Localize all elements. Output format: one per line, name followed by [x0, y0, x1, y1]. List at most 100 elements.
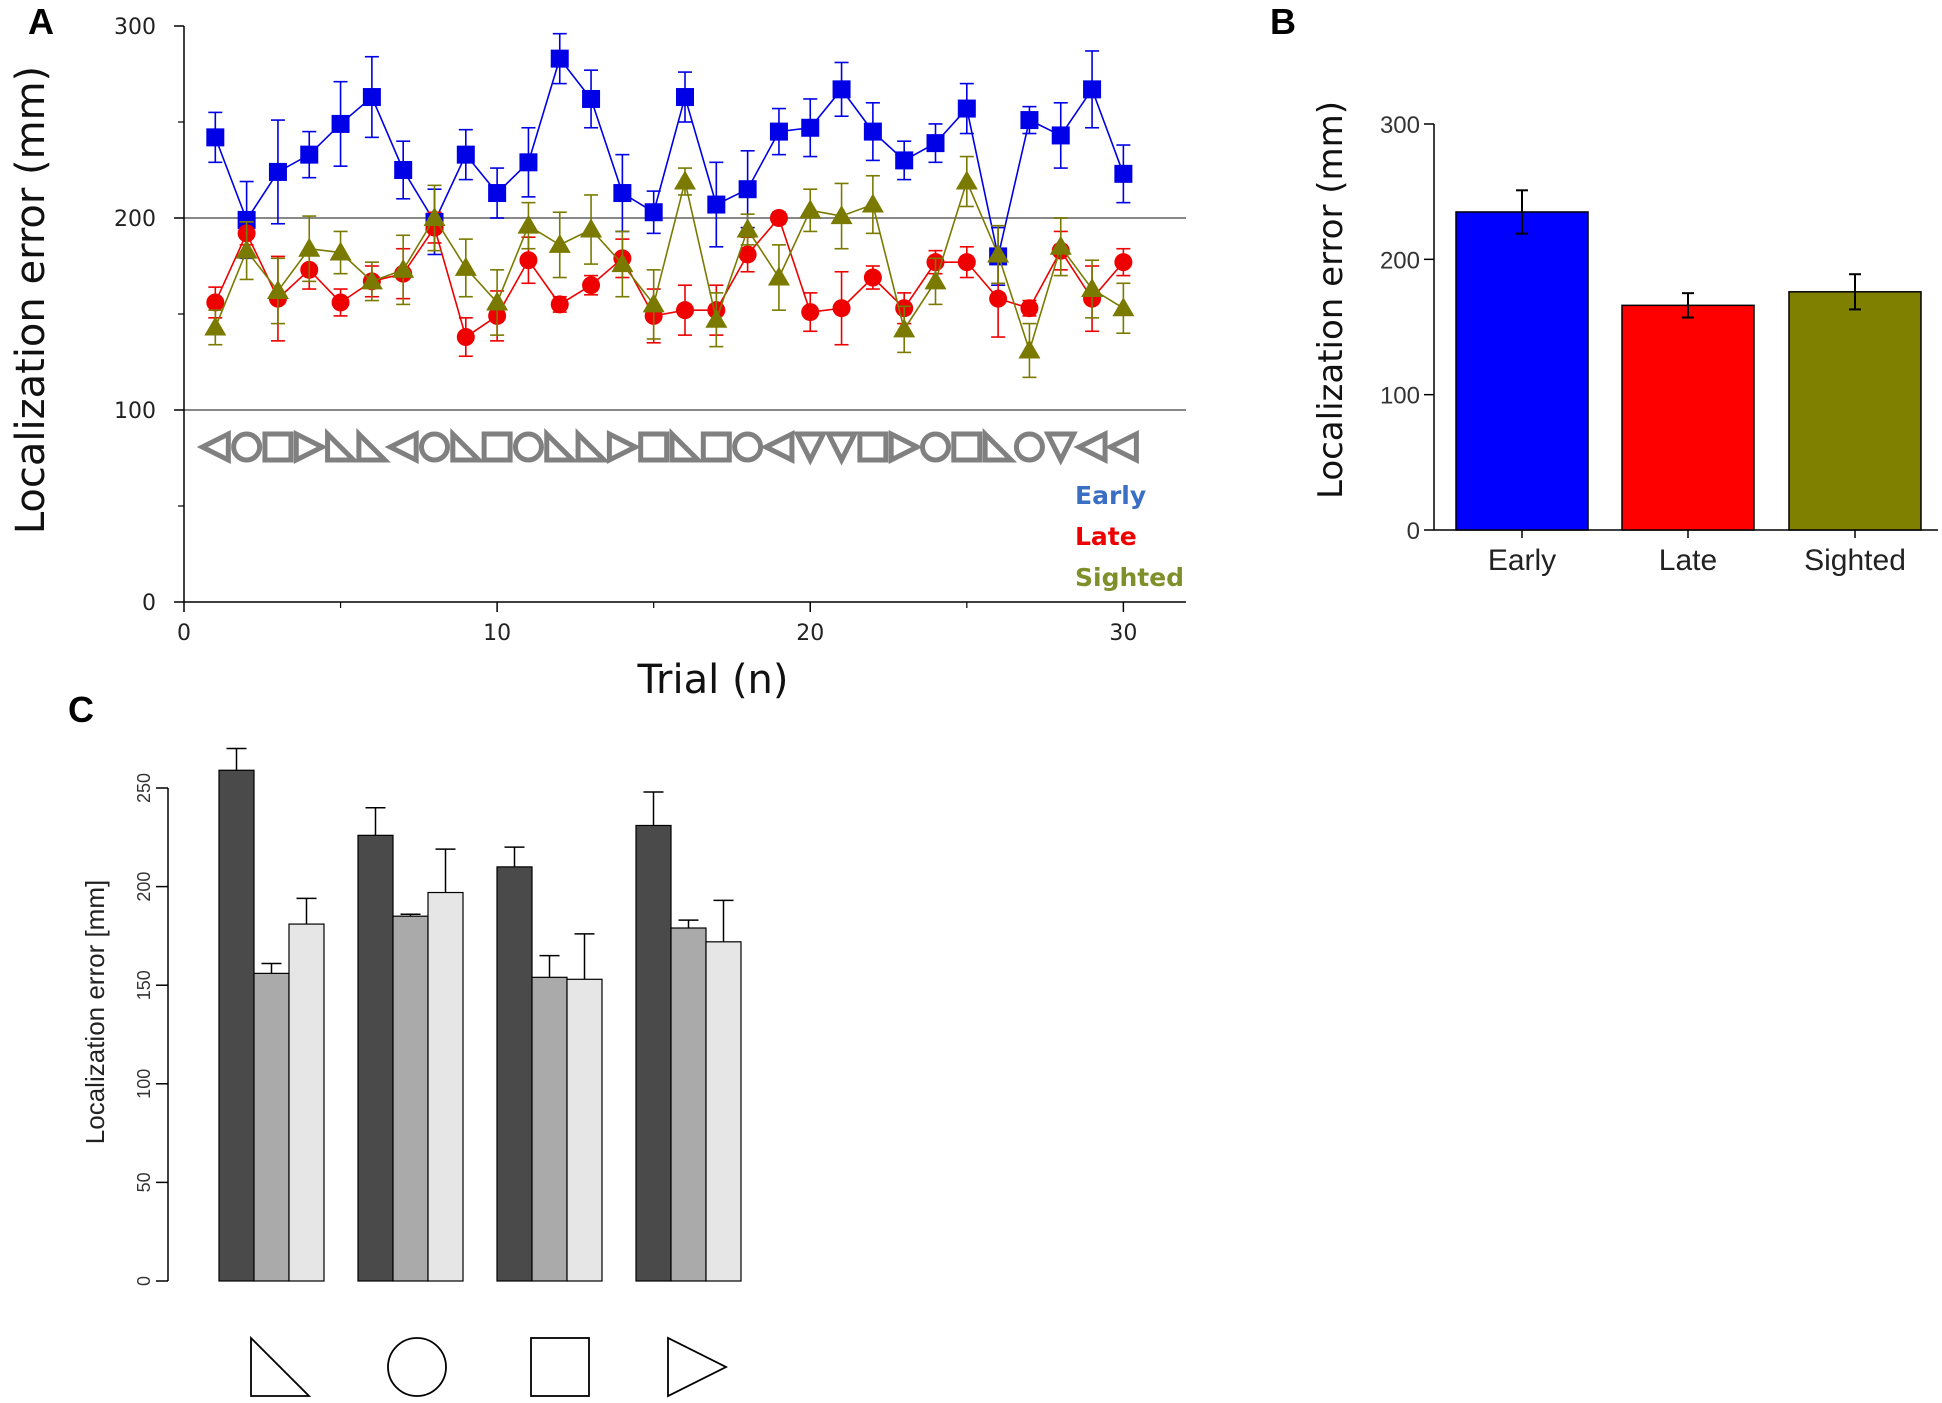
- data-point: [582, 89, 601, 108]
- data-point: [1114, 164, 1133, 183]
- bar-early: [496, 866, 533, 1282]
- data-point: [987, 243, 1010, 263]
- data-point: [456, 145, 475, 164]
- reference-lines: [184, 217, 1186, 411]
- sequence-shape-triangle-right: [606, 429, 641, 465]
- data-point: [707, 195, 726, 214]
- data-point: [863, 268, 882, 287]
- x-tick-label: 0: [177, 621, 191, 646]
- data-point: [362, 88, 381, 107]
- data-point: [519, 251, 538, 270]
- sequence-shape-triangle-left: [196, 429, 231, 465]
- sequence-shape-square: [951, 431, 983, 463]
- data-point: [1020, 299, 1039, 318]
- panel-label-b: B: [1270, 1, 1296, 42]
- sequence-shape-circle: [419, 431, 450, 463]
- chart-b-bars: [1455, 189, 1922, 531]
- data-point: [613, 184, 632, 203]
- data-point: [360, 270, 383, 290]
- data-point: [1020, 111, 1039, 130]
- sequence-shape-triangle-right: [888, 429, 923, 465]
- bar-early: [357, 834, 394, 1282]
- data-point: [548, 233, 571, 253]
- bar-late: [253, 972, 290, 1282]
- series-line: [214, 179, 1124, 354]
- data-point: [206, 293, 225, 312]
- sequence-shape-square: [481, 431, 513, 463]
- data-point: [736, 218, 759, 238]
- bar-sighted: [566, 978, 603, 1282]
- data-point: [582, 276, 601, 295]
- y-tick-label: 100: [134, 1069, 154, 1099]
- data-point: [300, 145, 319, 164]
- bar-sighted: [1788, 291, 1922, 531]
- data-point: [517, 214, 540, 234]
- chart-a-series: [204, 32, 1135, 379]
- sequence-shape-square: [700, 431, 732, 463]
- data-point: [893, 318, 916, 338]
- chart-c: 0 50 100 150 200 250 Localization error [mm]: [80, 747, 742, 1398]
- x-tick-label: Late: [1659, 544, 1717, 577]
- y-tick-label: 50: [134, 1172, 154, 1192]
- y-tick-label: 300: [1380, 112, 1420, 139]
- bar-sighted: [427, 891, 464, 1282]
- sequence-shape-square: [638, 431, 670, 463]
- sequence-shape-circle: [1013, 431, 1045, 463]
- data-point: [519, 153, 538, 172]
- legend-late: Late: [1075, 522, 1137, 551]
- bar-early: [1455, 211, 1589, 531]
- data-point: [1051, 126, 1070, 145]
- series-line: [214, 216, 1124, 339]
- bar-early: [218, 769, 255, 1282]
- chart-b: 0 100 200 300 Early Late Sighted Localization …: [1311, 101, 1938, 577]
- y-tick-label: 200: [1380, 247, 1420, 274]
- data-point: [331, 114, 350, 133]
- data-point: [926, 134, 945, 153]
- bar-late: [531, 976, 568, 1282]
- data-point: [580, 218, 603, 238]
- data-point: [832, 80, 851, 99]
- data-point: [801, 118, 820, 137]
- data-point: [550, 295, 569, 314]
- data-point: [423, 207, 446, 226]
- sequence-shape-right-triangle: [669, 427, 705, 463]
- data-point: [266, 279, 289, 299]
- sequence-shape-circle: [920, 431, 951, 463]
- panel-label-c: C: [68, 689, 94, 730]
- data-point: [456, 328, 475, 347]
- data-point: [1018, 339, 1041, 359]
- data-point: [237, 210, 256, 229]
- data-point: [955, 170, 978, 190]
- data-point: [235, 239, 258, 259]
- sequence-shape-triangle-down: [1043, 431, 1078, 466]
- data-point: [1081, 278, 1104, 298]
- sequence-shape-circle: [512, 431, 544, 463]
- data-point: [331, 293, 350, 312]
- sequence-shape-right-triangle: [450, 427, 485, 463]
- category-icon-square: [530, 1337, 590, 1397]
- x-tick-label: 20: [796, 621, 824, 646]
- y-tick-label: 0: [142, 591, 156, 616]
- sequence-shape-triangle-down: [824, 431, 859, 466]
- data-point: [1112, 297, 1135, 317]
- data-point: [206, 128, 225, 147]
- data-point: [676, 301, 694, 320]
- x-tick-label: Early: [1488, 544, 1556, 577]
- data-point: [799, 199, 822, 219]
- data-point: [268, 162, 287, 181]
- sequence-shape-right-triangle: [544, 427, 579, 463]
- data-point: [832, 299, 851, 318]
- data-point: [644, 203, 663, 222]
- sequence-shape-triangle-left: [1104, 429, 1139, 465]
- shape-category-icons: [250, 1335, 729, 1398]
- series-line: [214, 56, 1125, 257]
- bar-early: [635, 824, 672, 1282]
- data-point: [1083, 80, 1102, 99]
- sequence-shape-right-triangle: [575, 427, 611, 463]
- data-point: [705, 308, 728, 328]
- chart-c-axes: 0 50 100 150 200 250: [134, 773, 169, 1286]
- y-tick-label: 250: [134, 773, 154, 803]
- data-point: [204, 316, 227, 336]
- panel-label-a: A: [28, 1, 54, 42]
- sequence-shape-right-triangle: [325, 427, 360, 463]
